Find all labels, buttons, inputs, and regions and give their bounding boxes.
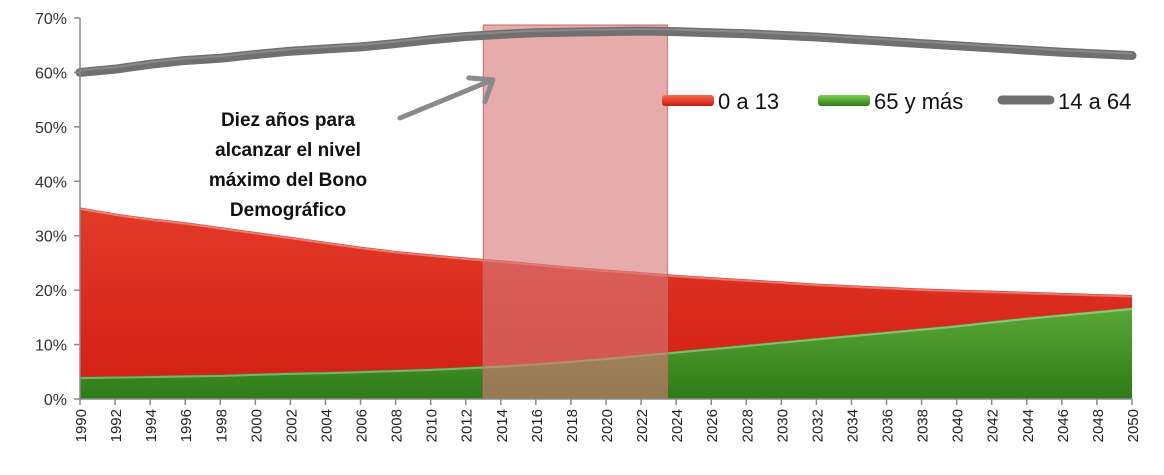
x-tick-label: 2022 bbox=[634, 409, 651, 442]
x-tick-label: 2048 bbox=[1090, 409, 1107, 442]
y-tick-label: 20% bbox=[35, 283, 67, 300]
y-tick-label: 30% bbox=[35, 229, 67, 246]
x-tick-label: 2050 bbox=[1125, 409, 1142, 442]
x-tick-label: 2000 bbox=[248, 409, 265, 442]
y-tick-label: 40% bbox=[35, 174, 67, 191]
x-tick-label: 2032 bbox=[809, 409, 826, 442]
x-tick-label: 2014 bbox=[494, 409, 511, 442]
x-tick-label: 2038 bbox=[915, 409, 932, 442]
x-tick-label: 2040 bbox=[950, 409, 967, 442]
x-tick-label: 1992 bbox=[108, 409, 125, 442]
axes-layer: 0% 10% 20% 30% 40% 50% 60% 70% 1990 1992 1994 1996 1… bbox=[35, 11, 1142, 442]
annotation-line-3: Demográfico bbox=[230, 200, 346, 221]
legend-label-2: 14 a 64 bbox=[1058, 89, 1131, 114]
x-tick-label: 2042 bbox=[985, 409, 1002, 442]
x-tick-label: 2036 bbox=[880, 409, 897, 442]
annotation: Diez años para alcanzar el nivel máximo de… bbox=[209, 75, 496, 221]
y-tick-label: 50% bbox=[35, 120, 67, 137]
x-tick-label: 2026 bbox=[704, 409, 721, 442]
annotation-arrow-shaft bbox=[397, 77, 496, 121]
x-tick-label: 2024 bbox=[669, 409, 686, 442]
legend-label-0: 0 a 13 bbox=[718, 89, 779, 114]
x-tick-label: 2002 bbox=[283, 409, 300, 442]
annotation-line-0: Diez años para bbox=[221, 110, 356, 131]
highlight-band bbox=[482, 24, 668, 400]
area-series-1 bbox=[80, 307, 1132, 399]
x-tick-label: 2010 bbox=[424, 409, 441, 442]
line-series-0 bbox=[75, 26, 1137, 77]
y-tick-label: 0% bbox=[44, 392, 67, 409]
x-tick-label: 1996 bbox=[178, 409, 195, 442]
x-tick-label: 2034 bbox=[844, 409, 861, 442]
x-tick-label: 2030 bbox=[774, 409, 791, 442]
x-tick-label: 1994 bbox=[143, 409, 160, 442]
y-tick-label: 70% bbox=[35, 11, 67, 28]
annotation-line-2: máximo del Bono bbox=[209, 170, 367, 191]
legend-label-1: 65 y más bbox=[874, 89, 963, 114]
x-tick-label: 2012 bbox=[459, 409, 476, 442]
legend-swatch-1 bbox=[818, 95, 870, 106]
legend-swatch-0 bbox=[662, 95, 714, 106]
annotation-line-1: alcanzar el nivel bbox=[215, 140, 361, 161]
y-tick-label: 60% bbox=[35, 65, 67, 82]
x-tick-label: 2008 bbox=[389, 409, 406, 442]
x-tick-label: 1990 bbox=[73, 409, 90, 442]
x-tick-label: 2020 bbox=[599, 409, 616, 442]
x-tick-label: 2046 bbox=[1055, 409, 1072, 442]
x-tick-label: 2028 bbox=[739, 409, 756, 442]
highlight-band-layer bbox=[482, 24, 668, 400]
line-highlight-0 bbox=[79, 28, 1133, 72]
x-tick-label: 2018 bbox=[564, 409, 581, 442]
x-tick-label: 2044 bbox=[1020, 409, 1037, 442]
x-tick-label: 2016 bbox=[529, 409, 546, 442]
y-tick-label: 10% bbox=[35, 338, 67, 355]
x-tick-label: 2004 bbox=[318, 409, 335, 442]
line-layer bbox=[75, 26, 1137, 77]
legend: 0 a 13 65 y más 14 a 64 bbox=[662, 89, 1131, 114]
x-tick-label: 1998 bbox=[213, 409, 230, 442]
x-tick-label: 2006 bbox=[354, 409, 371, 442]
annotation-arrow-head bbox=[466, 75, 496, 105]
